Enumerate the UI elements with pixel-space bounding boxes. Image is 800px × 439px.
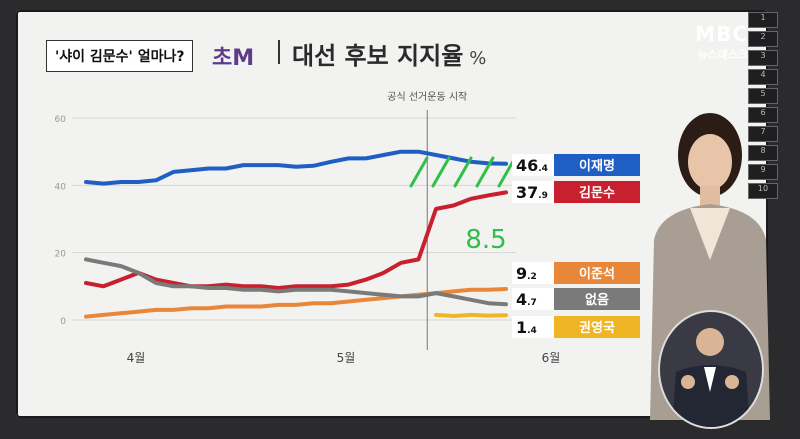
sidebar-cell: 9 (748, 164, 778, 180)
x-tick-label: 4월 (127, 351, 146, 365)
legend-name-box (554, 288, 640, 310)
legend-name-box (554, 181, 640, 203)
y-tick-label: 40 (55, 182, 67, 192)
legend-name: 김문수 (579, 186, 615, 201)
legend-badge: 37.9 김문수 (512, 181, 640, 203)
series-line (84, 190, 508, 290)
x-tick-label: 6월 (542, 351, 561, 365)
series-line (84, 149, 508, 186)
legend-name: 권영국 (579, 321, 615, 336)
sidebar-cell: 2 (748, 31, 778, 47)
legend-value-box (512, 262, 554, 284)
legend-name: 이준석 (579, 266, 615, 282)
sidebar-cell: 6 (748, 107, 778, 123)
legend-name: 없음 (585, 292, 609, 308)
studio-sidebar: 1 2 3 4 5 6 7 8 9 10 (748, 12, 778, 202)
y-tick-label: 0 (60, 317, 66, 327)
sidebar-cell: 1 (748, 12, 778, 28)
legend-name-box (554, 262, 640, 284)
logo-fragment: 초M (212, 46, 255, 71)
legend-value: 46.4 (516, 156, 548, 175)
sidebar-cell: 10 (748, 183, 778, 199)
y-tick-label: 20 (55, 250, 67, 260)
sidebar-cell: 7 (748, 126, 778, 142)
legend-value: 4.7 (516, 290, 537, 309)
legend-value: 1.4 (516, 318, 537, 337)
broadcaster-logo: MBC 뉴스데스크 (695, 22, 748, 61)
x-tick-label: 5월 (337, 351, 356, 365)
campaign-start-label: 공식 선거운동 시작 (387, 91, 467, 103)
legend-badge: 1.4 권영국 (512, 316, 640, 338)
title-separator (278, 40, 280, 64)
legend-value-box (512, 288, 554, 310)
legend-badge: 46.4 이재명 (512, 154, 640, 176)
annotation-stroke (431, 156, 451, 188)
broadcast-screen: 0 20 40 60 4월 5월 6월 공식 선거운동 시작 8.5 46.4 이재명 37.9 김문수… (16, 10, 768, 418)
legend-badge: 4.7 없음 (512, 288, 640, 310)
annotation-stroke (409, 156, 429, 188)
legend-value: 37.9 (516, 183, 548, 202)
sidebar-cell: 3 (748, 50, 778, 66)
y-tick-label: 60 (55, 115, 67, 125)
sidebar-cell: 5 (748, 88, 778, 104)
caption: '샤이 김문수' 얼마나? (46, 40, 194, 72)
legend-name-box (554, 316, 640, 338)
handwritten-gap-label: 8.5 (465, 225, 506, 255)
annotation-stroke (475, 156, 495, 188)
legend-value-box (512, 181, 554, 203)
legend-value-box (512, 316, 554, 338)
sidebar-cell: 4 (748, 69, 778, 85)
sign-language-interpreter (658, 310, 764, 429)
legend-name-box (554, 154, 640, 176)
title-unit: % (469, 48, 487, 69)
chart-title: 대선 후보 지지율% (292, 42, 487, 70)
series-line (84, 257, 508, 307)
series-line (434, 312, 508, 318)
legend-value: 9.2 (516, 264, 537, 283)
legend-value-box (512, 154, 554, 176)
legend-name: 이재명 (579, 158, 615, 174)
sidebar-cell: 8 (748, 145, 778, 161)
line-chart: 0 20 40 60 4월 5월 6월 공식 선거운동 시작 8.5 46.4 이재명 37.9 김문수… (55, 91, 640, 365)
legend-badge: 9.2 이준석 (512, 262, 640, 284)
annotation-stroke (453, 156, 473, 188)
